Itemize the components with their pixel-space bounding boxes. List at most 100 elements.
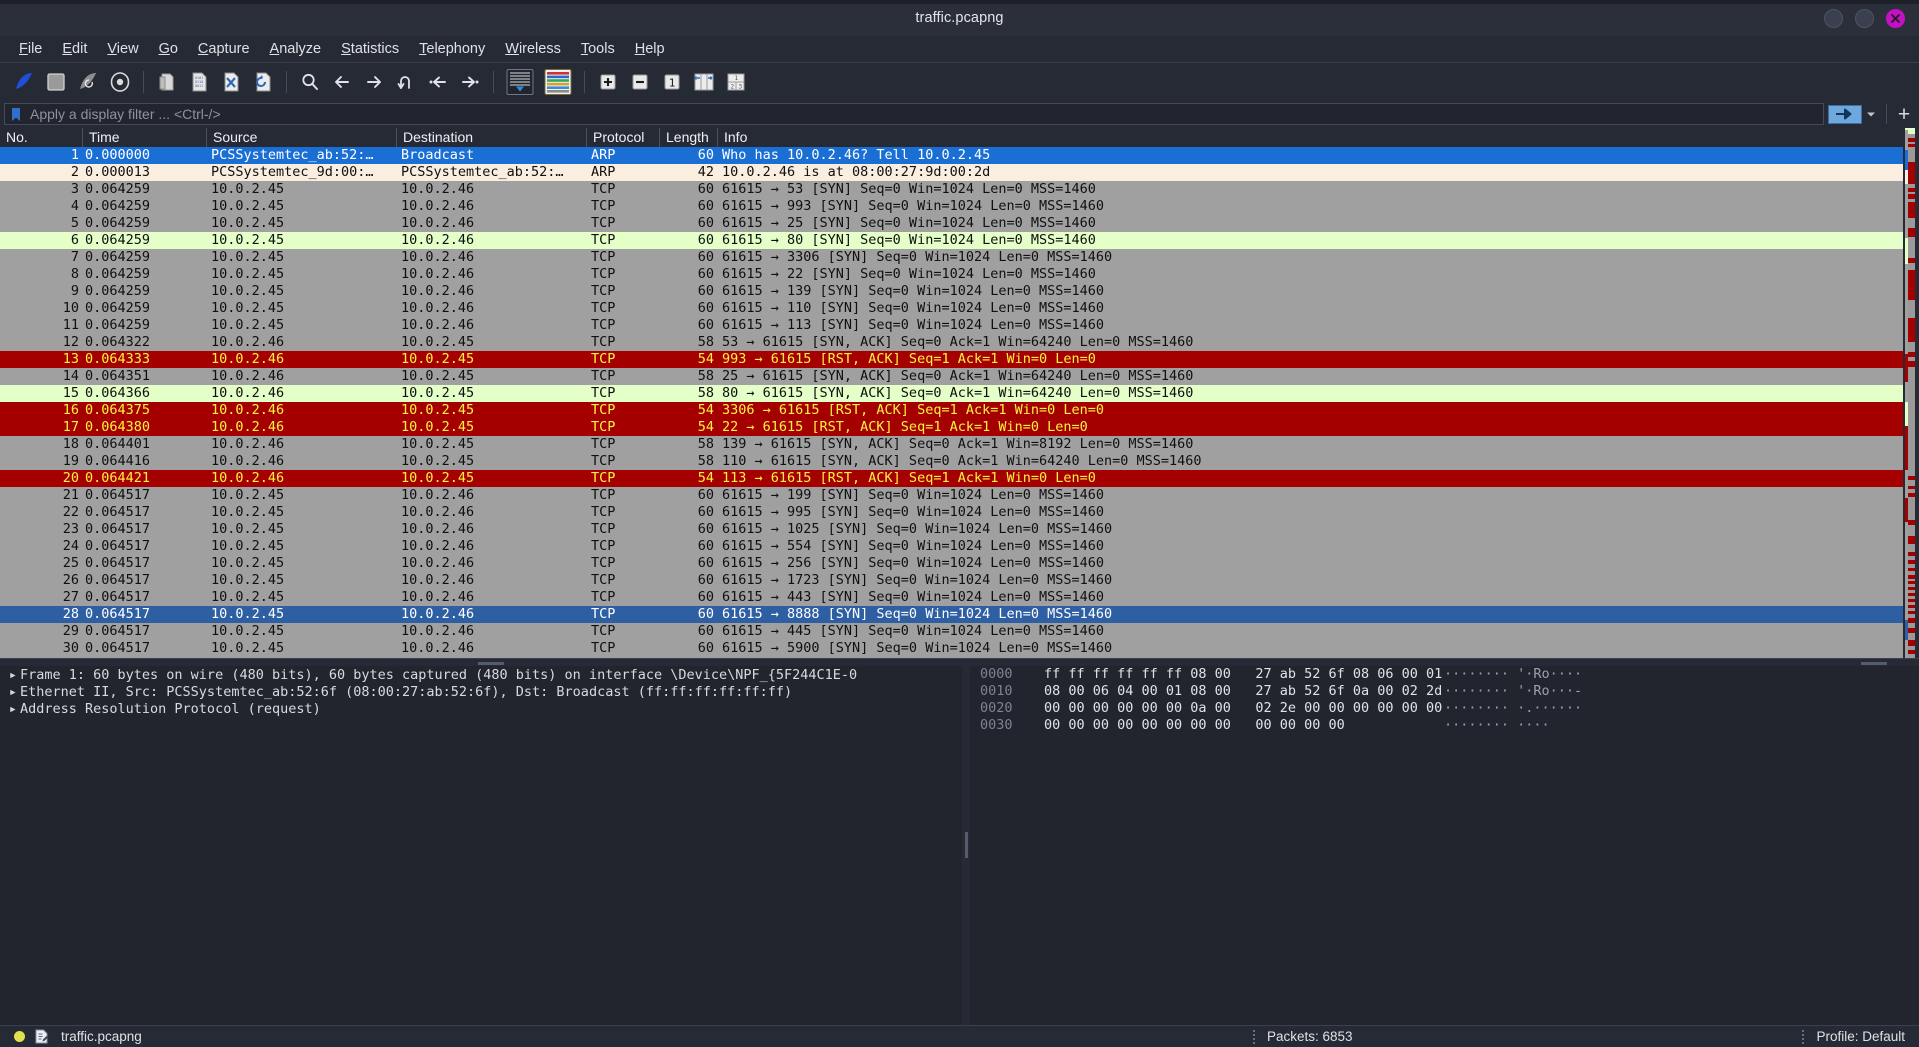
- add-filter-button[interactable]: +: [1897, 102, 1911, 126]
- packet-row[interactable]: 20 0.064421 10.0.2.46 10.0.2.45 TCP 54 113 → 6…: [0, 470, 1919, 487]
- packet-row[interactable]: 17 0.064380 10.0.2.46 10.0.2.45 TCP 54 22 → 61…: [0, 419, 1919, 436]
- packet-bytes-pane[interactable]: 0000 ff ff ff ff ff ff 08 00 27 ab 52 6f …: [970, 666, 1919, 1025]
- save-file-button[interactable]: 0101 0110 0011: [183, 67, 215, 97]
- restart-capture-button[interactable]: [72, 67, 104, 97]
- reload-file-button[interactable]: [247, 67, 279, 97]
- menu-edit[interactable]: Edit: [52, 38, 97, 60]
- packet-row[interactable]: 26 0.064517 10.0.2.45 10.0.2.46 TCP 60 61615 →…: [0, 572, 1919, 589]
- go-to-packet-button[interactable]: [390, 67, 422, 97]
- packet-row[interactable]: 2 0.000013 PCSSystemtec_9d:00:… PCSSystemte…: [0, 164, 1919, 181]
- packet-row[interactable]: 18 0.064401 10.0.2.46 10.0.2.45 TCP 58 139 → 6…: [0, 436, 1919, 453]
- expander-triangle-icon[interactable]: ▸: [8, 700, 18, 717]
- auto-scroll-button[interactable]: [501, 67, 539, 97]
- packet-row[interactable]: 25 0.064517 10.0.2.45 10.0.2.46 TCP 60 61615 →…: [0, 555, 1919, 572]
- detail-tree-node[interactable]: ▸ Frame 1: 60 bytes on wire (480 bits), 6…: [0, 666, 962, 683]
- close-button[interactable]: [1886, 8, 1905, 28]
- expander-triangle-icon[interactable]: ▸: [8, 666, 18, 683]
- close-file-button[interactable]: [215, 67, 247, 97]
- column-header-info[interactable]: Info: [724, 129, 748, 145]
- packet-cell-no: 10: [62, 300, 79, 316]
- capture-options-button[interactable]: [104, 67, 136, 97]
- packet-row[interactable]: 12 0.064322 10.0.2.46 10.0.2.45 TCP 58 53 → 61…: [0, 334, 1919, 351]
- zoom-in-button[interactable]: [592, 67, 624, 97]
- packet-row[interactable]: 1 0.000000 PCSSystemtec_ab:52:… Broadcast AR…: [0, 147, 1919, 164]
- menu-tools[interactable]: Tools: [571, 38, 625, 60]
- hex-dump-line[interactable]: 0020 00 00 00 00 00 00 0a 00 02 2e 00 00 …: [970, 700, 1919, 717]
- packet-row[interactable]: 21 0.064517 10.0.2.45 10.0.2.46 TCP 60 61615 →…: [0, 487, 1919, 504]
- column-header-time[interactable]: Time: [83, 128, 207, 147]
- packet-row[interactable]: 10 0.064259 10.0.2.45 10.0.2.46 TCP 60 61615 →…: [0, 300, 1919, 317]
- menu-wireless[interactable]: Wireless: [495, 38, 571, 60]
- zoom-reset-button[interactable]: 1: [656, 67, 688, 97]
- packet-row[interactable]: 6 0.064259 10.0.2.45 10.0.2.46 TCP 60 61615 → …: [0, 232, 1919, 249]
- vertical-pane-splitter[interactable]: [962, 666, 970, 1025]
- packet-row[interactable]: 19 0.064416 10.0.2.46 10.0.2.45 TCP 58 110 → 6…: [0, 453, 1919, 470]
- resize-columns-button[interactable]: [688, 67, 720, 97]
- packet-row[interactable]: 29 0.064517 10.0.2.45 10.0.2.46 TCP 60 61615 →…: [0, 623, 1919, 640]
- packet-row[interactable]: 27 0.064517 10.0.2.45 10.0.2.46 TCP 60 61615 →…: [0, 589, 1919, 606]
- packet-row[interactable]: 4 0.064259 10.0.2.45 10.0.2.46 TCP 60 61615 → …: [0, 198, 1919, 215]
- packet-row[interactable]: 13 0.064333 10.0.2.46 10.0.2.45 TCP 54 993 → 6…: [0, 351, 1919, 368]
- hex-dump-line[interactable]: 0000 ff ff ff ff ff ff 08 00 27 ab 52 6f …: [970, 666, 1919, 683]
- detail-tree-node[interactable]: ▸ Address Resolution Protocol (request): [0, 700, 962, 717]
- stop-capture-button[interactable]: [40, 67, 72, 97]
- packet-row[interactable]: 23 0.064517 10.0.2.45 10.0.2.46 TCP 60 61615 →…: [0, 521, 1919, 538]
- packet-list[interactable]: No. Time Source Destination Protocol Len…: [0, 128, 1919, 658]
- display-filter-input[interactable]: Apply a display filter ... <Ctrl-/>: [4, 103, 1824, 125]
- column-header-length[interactable]: Length: [660, 128, 718, 147]
- go-last-packet-button[interactable]: [454, 67, 486, 97]
- menu-view[interactable]: View: [97, 38, 148, 60]
- packet-row[interactable]: 8 0.064259 10.0.2.45 10.0.2.46 TCP 60 61615 → …: [0, 266, 1919, 283]
- go-forward-button[interactable]: [358, 67, 390, 97]
- packet-row[interactable]: 24 0.064517 10.0.2.45 10.0.2.46 TCP 60 61615 →…: [0, 538, 1919, 555]
- file-properties-icon[interactable]: [35, 1029, 48, 1044]
- packet-row[interactable]: 16 0.064375 10.0.2.46 10.0.2.45 TCP 54 3306 → …: [0, 402, 1919, 419]
- capture-ready-indicator[interactable]: [14, 1031, 25, 1042]
- packet-row[interactable]: 3 0.064259 10.0.2.45 10.0.2.46 TCP 60 61615 → …: [0, 181, 1919, 198]
- menu-telephony[interactable]: Telephony: [409, 38, 495, 60]
- packet-row[interactable]: 22 0.064517 10.0.2.45 10.0.2.46 TCP 60 61615 →…: [0, 504, 1919, 521]
- go-back-button[interactable]: [326, 67, 358, 97]
- column-header-destination[interactable]: Destination: [397, 128, 587, 147]
- hex-dump-line[interactable]: 0010 08 00 06 04 00 01 08 00 27 ab 52 6f …: [970, 683, 1919, 700]
- hex-dump-line[interactable]: 0030 00 00 00 00 00 00 00 00 00 00 00 00 ·…: [970, 717, 1919, 734]
- menu-go[interactable]: Go: [149, 38, 188, 60]
- packet-list-scrollbar[interactable]: [1903, 128, 1919, 658]
- column-header-no[interactable]: No.: [0, 128, 83, 147]
- find-packet-button[interactable]: [294, 67, 326, 97]
- packet-cell-length: 42: [697, 164, 714, 180]
- apply-filter-button[interactable]: [1828, 104, 1862, 124]
- column-header-protocol[interactable]: Protocol: [587, 128, 660, 147]
- detail-tree-node[interactable]: ▸ Ethernet II, Src: PCSSystemtec_ab:52:6f…: [0, 683, 962, 700]
- expander-triangle-icon[interactable]: ▸: [8, 683, 18, 700]
- filter-history-dropdown[interactable]: [1862, 103, 1880, 125]
- colorize-button[interactable]: [539, 67, 577, 97]
- menu-statistics[interactable]: Statistics: [331, 38, 409, 60]
- start-capture-button[interactable]: [8, 67, 40, 97]
- scrollbar-thumb[interactable]: [1908, 128, 1915, 658]
- packet-row[interactable]: 7 0.064259 10.0.2.45 10.0.2.46 TCP 60 61615 → …: [0, 249, 1919, 266]
- packet-row[interactable]: 14 0.064351 10.0.2.46 10.0.2.45 TCP 58 25 → 61…: [0, 368, 1919, 385]
- maximize-button[interactable]: [1855, 8, 1874, 28]
- menu-help[interactable]: Help: [625, 38, 675, 60]
- go-first-packet-button[interactable]: [422, 67, 454, 97]
- minimize-button[interactable]: [1824, 8, 1843, 28]
- menu-analyze[interactable]: Analyze: [260, 38, 332, 60]
- bookmark-icon[interactable]: [8, 105, 24, 123]
- status-profile-group[interactable]: Profile: Default: [1802, 1029, 1905, 1044]
- packet-cell-destination: 10.0.2.46: [401, 487, 475, 503]
- packet-row[interactable]: 30 0.064517 10.0.2.45 10.0.2.46 TCP 60 61615 →…: [0, 640, 1919, 657]
- open-file-button[interactable]: [151, 67, 183, 97]
- column-header-source[interactable]: Source: [207, 128, 397, 147]
- packet-row[interactable]: 11 0.064259 10.0.2.45 10.0.2.46 TCP 60 61615 →…: [0, 317, 1919, 334]
- packet-row[interactable]: 5 0.064259 10.0.2.45 10.0.2.46 TCP 60 61615 → …: [0, 215, 1919, 232]
- packet-row[interactable]: 9 0.064259 10.0.2.45 10.0.2.46 TCP 60 61615 → …: [0, 283, 1919, 300]
- horizontal-pane-splitter[interactable]: [0, 658, 1919, 666]
- packet-row[interactable]: 15 0.064366 10.0.2.46 10.0.2.45 TCP 58 80 → 61…: [0, 385, 1919, 402]
- menu-capture[interactable]: Capture: [188, 38, 260, 60]
- packet-row[interactable]: 28 0.064517 10.0.2.45 10.0.2.46 TCP 60 61615 →…: [0, 606, 1919, 623]
- zoom-out-button[interactable]: [624, 67, 656, 97]
- menu-file[interactable]: File: [9, 38, 52, 60]
- packet-details-pane[interactable]: ▸ Frame 1: 60 bytes on wire (480 bits), 6…: [0, 666, 962, 1025]
